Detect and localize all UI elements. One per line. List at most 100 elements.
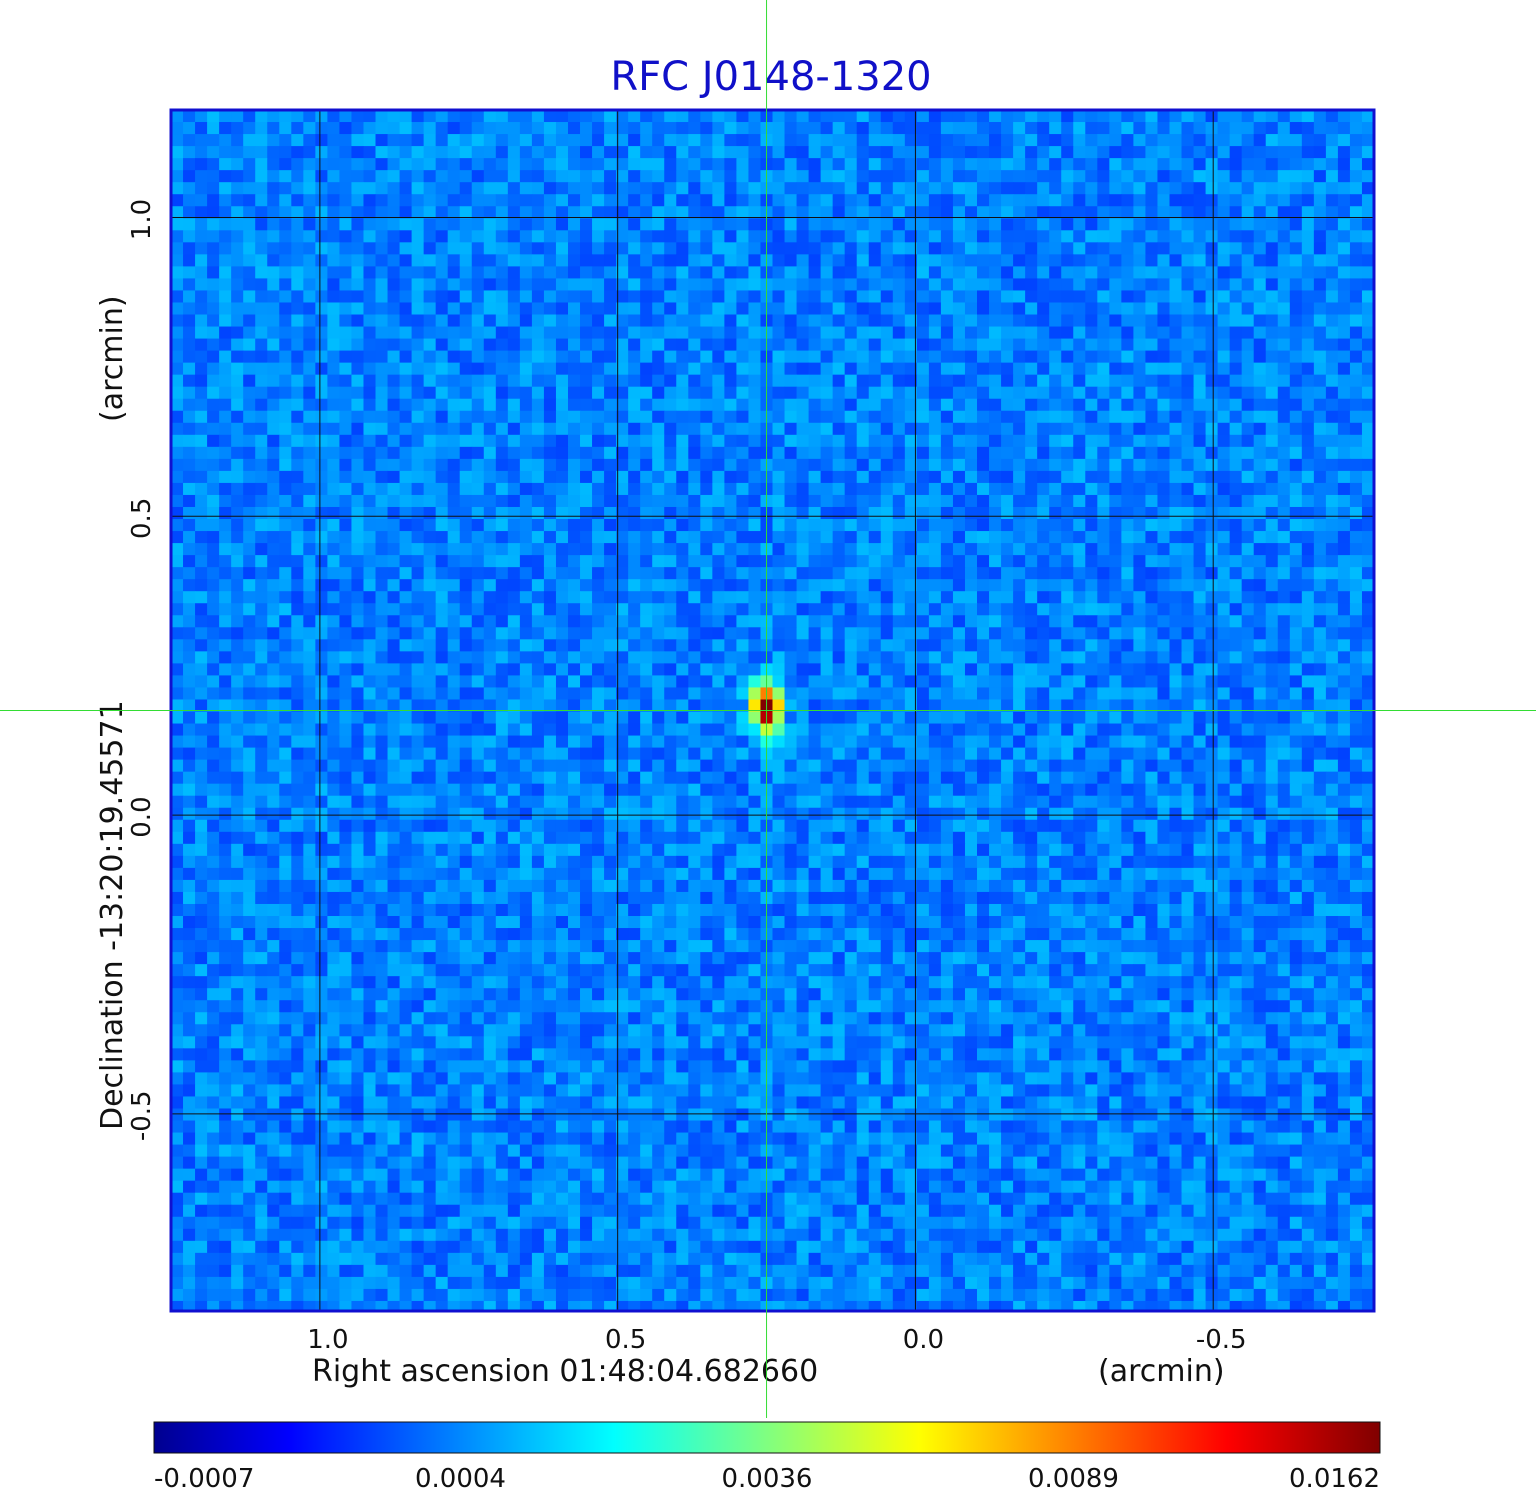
heatmap-cell (580, 422, 593, 436)
heatmap-cell (1097, 398, 1110, 412)
heatmap-cell (207, 362, 220, 376)
heatmap-cell (1325, 543, 1339, 556)
heatmap-cell (748, 326, 761, 340)
heatmap-cell (1253, 434, 1267, 448)
heatmap-cell (1037, 422, 1050, 436)
heatmap-cell (1253, 206, 1267, 219)
heatmap-cell (291, 122, 304, 135)
heatmap-cell (748, 663, 761, 676)
heatmap-cell (868, 362, 882, 376)
heatmap-cell (291, 675, 304, 688)
heatmap-cell (652, 182, 665, 195)
heatmap-cell (664, 254, 677, 267)
heatmap-cell (1121, 122, 1134, 135)
heatmap-cell (1193, 446, 1207, 460)
heatmap-cell (447, 579, 461, 592)
heatmap-cell (736, 651, 749, 664)
heatmap-cell (423, 603, 437, 616)
heatmap-cell (844, 639, 858, 652)
heatmap-cell (375, 398, 389, 412)
heatmap-cell (1121, 555, 1134, 568)
heatmap-cell (772, 531, 786, 544)
heatmap-cell (351, 290, 364, 303)
heatmap-cell (1193, 494, 1207, 508)
heatmap-cell (784, 603, 798, 616)
heatmap-cell (375, 230, 389, 243)
heatmap-cell (1121, 314, 1134, 328)
heatmap-cell (916, 146, 930, 159)
heatmap-cell (447, 206, 461, 219)
heatmap-cell (580, 254, 593, 267)
heatmap-cell (1073, 699, 1086, 712)
heatmap-cell (1145, 410, 1158, 424)
heatmap-cell (327, 410, 340, 424)
heatmap-cell (1133, 302, 1146, 316)
heatmap-cell (339, 506, 352, 520)
heatmap-cell (580, 170, 593, 183)
heatmap-cell (339, 699, 352, 712)
heatmap-cell (724, 675, 737, 688)
heatmap-cell (519, 278, 533, 291)
heatmap-cell (567, 290, 581, 303)
heatmap-cell (471, 338, 485, 352)
heatmap-cell (279, 434, 292, 448)
heatmap-cell (616, 627, 629, 640)
heatmap-cell (267, 266, 280, 279)
heatmap-cell (207, 579, 220, 592)
heatmap-cell (363, 350, 377, 364)
heatmap-cell (1097, 470, 1110, 484)
heatmap-cell (339, 615, 352, 628)
heatmap-cell (964, 362, 978, 376)
heatmap-cell (291, 470, 304, 484)
heatmap-cell (1097, 194, 1110, 207)
heatmap-cell (291, 434, 304, 448)
heatmap-cell (700, 338, 713, 352)
heatmap-cell (1061, 446, 1074, 460)
heatmap-cell (1349, 278, 1363, 291)
heatmap-cell (1349, 158, 1363, 171)
heatmap-cell (471, 639, 485, 652)
heatmap-cell (1241, 182, 1255, 195)
heatmap-cell (1061, 290, 1074, 303)
heatmap-cell (1349, 663, 1363, 676)
heatmap-cell (495, 254, 509, 267)
heatmap-cell (616, 374, 629, 388)
heatmap-cell (712, 567, 725, 580)
heatmap-cell (387, 362, 401, 376)
heatmap-cell (399, 314, 413, 328)
heatmap-cell (519, 350, 533, 364)
heatmap-cell (1289, 314, 1303, 328)
heatmap-cell (435, 254, 449, 267)
heatmap-cell (628, 110, 641, 123)
heatmap-cell (1169, 699, 1183, 712)
heatmap-cell (1133, 278, 1146, 291)
heatmap-cell (567, 266, 581, 279)
heatmap-cell (1169, 543, 1183, 556)
heatmap-cell (1205, 350, 1219, 364)
heatmap-cell (1301, 110, 1315, 123)
heatmap-cell (700, 543, 713, 556)
heatmap-cell (664, 675, 677, 688)
heatmap-cell (724, 519, 737, 532)
heatmap-cell (507, 434, 521, 448)
heatmap-cell (820, 531, 834, 544)
heatmap-cell (1301, 639, 1315, 652)
heatmap-cell (856, 146, 870, 159)
heatmap-cell (327, 651, 340, 664)
heatmap-cell (712, 254, 725, 267)
heatmap-cell (279, 254, 292, 267)
heatmap-cell (1061, 531, 1074, 544)
heatmap-cell (880, 591, 894, 604)
heatmap-cell (856, 374, 870, 388)
heatmap-cell (904, 687, 918, 700)
heatmap-cell (940, 482, 954, 496)
heatmap-cell (567, 218, 581, 231)
heatmap-cell (1085, 675, 1098, 688)
heatmap-cell (1265, 290, 1279, 303)
heatmap-cell (435, 218, 449, 231)
heatmap-cell (1109, 278, 1122, 291)
heatmap-cell (628, 422, 641, 436)
heatmap-cell (868, 446, 882, 460)
heatmap-cell (1325, 591, 1339, 604)
heatmap-cell (928, 482, 942, 496)
